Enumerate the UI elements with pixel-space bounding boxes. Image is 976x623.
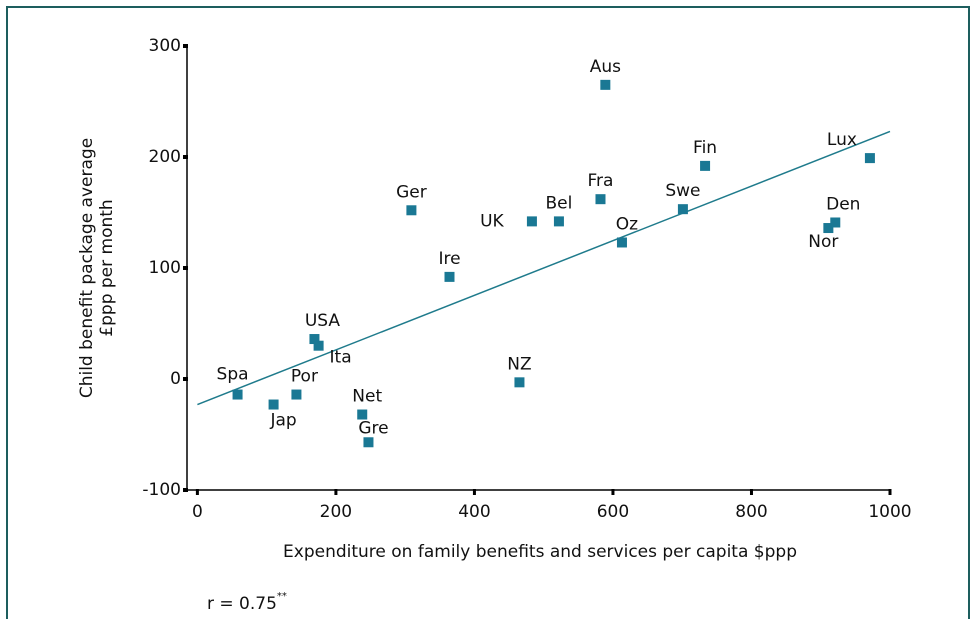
point-label: NZ <box>507 354 531 374</box>
y-axis-label-line: Child benefit package average <box>77 138 97 398</box>
point-label: USA <box>305 311 341 331</box>
point <box>406 205 417 216</box>
y-axis-label-line: £ppp per month <box>97 199 117 336</box>
point <box>268 399 279 410</box>
x-tick-label: 1000 <box>868 502 911 522</box>
point-label: Oz <box>616 214 638 234</box>
point-label: UK <box>480 211 504 231</box>
point-label: Net <box>352 387 382 407</box>
point <box>553 216 564 227</box>
point-label: Gre <box>358 418 388 438</box>
annotation: r = 0.75** <box>207 591 287 614</box>
x-tick-label: 600 <box>597 502 629 522</box>
point-label: Ire <box>438 249 460 269</box>
point-label: Jap <box>269 411 296 431</box>
point <box>309 334 320 345</box>
point <box>864 153 875 164</box>
point <box>616 237 627 248</box>
point <box>291 389 302 400</box>
x-tick-label: 0 <box>192 502 203 522</box>
point-label: Swe <box>665 181 700 201</box>
trend-line <box>197 130 891 406</box>
x-axis-label: Expenditure on family benefits and servi… <box>283 542 797 562</box>
annotation-superscript: ** <box>277 591 287 602</box>
point-label: Bel <box>546 193 573 213</box>
frame <box>6 6 970 619</box>
point-label: Den <box>826 194 860 214</box>
point <box>444 271 455 282</box>
point <box>830 217 841 228</box>
point-label: Fin <box>693 138 717 158</box>
point <box>232 389 243 400</box>
y-tick-label: 0 <box>170 369 181 389</box>
annotation-text: r = 0.75 <box>207 594 277 614</box>
point <box>313 340 324 351</box>
y-tick-label: 100 <box>149 258 181 278</box>
point <box>595 194 606 205</box>
point <box>526 216 537 227</box>
y-tick-label: 300 <box>149 36 181 56</box>
point-label: Fra <box>588 171 614 191</box>
point <box>700 160 711 171</box>
x-tick-label: 800 <box>735 502 767 522</box>
point <box>823 223 834 234</box>
point-label: Lux <box>827 130 857 150</box>
y-tick-label: -100 <box>142 480 181 500</box>
point-label: Por <box>291 367 318 387</box>
point <box>514 377 525 388</box>
point-label: Spa <box>217 365 249 385</box>
x-tick-label: 200 <box>320 502 352 522</box>
y-tick-label: 200 <box>149 147 181 167</box>
point <box>677 204 688 215</box>
point <box>363 437 374 448</box>
point-label: Ita <box>330 348 352 368</box>
x-tick-label: 400 <box>458 502 490 522</box>
point <box>357 409 368 420</box>
point-label: Aus <box>590 57 621 77</box>
y-axis-label: Child benefit package average £ppp per m… <box>77 138 117 398</box>
point-label: Ger <box>396 182 427 202</box>
point-label: Nor <box>808 232 838 252</box>
point <box>600 79 611 90</box>
